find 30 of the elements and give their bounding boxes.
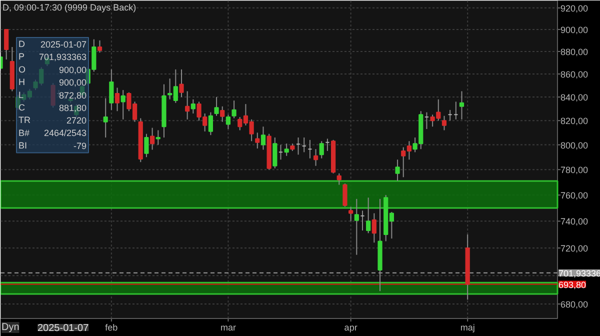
y-tick-label: 780,00: [560, 165, 588, 176]
text: O 900,00: [18, 64, 87, 75]
text: Dyn: [2, 322, 20, 333]
y-tick-label: 860,00: [560, 69, 588, 80]
y-tick-label: 840,00: [560, 92, 588, 103]
x-tick-label: feb: [105, 322, 118, 332]
text: BI -79: [18, 140, 87, 152]
y-tick-label: 820,00: [560, 116, 588, 126]
y-tick-label: 900,00: [560, 24, 588, 35]
text: H 900,00: [18, 77, 87, 88]
ref-line-label: 693,80: [558, 280, 586, 290]
y-tick-label: 740,00: [560, 216, 588, 227]
y-tick-label: 800,00: [560, 140, 588, 150]
y-tick-label: 880,00: [560, 46, 588, 57]
text: P 701,933363: [18, 52, 87, 62]
text: L 872,80: [18, 90, 87, 100]
annotation: 2025-01-07: [40, 40, 87, 50]
text: B# 2464/2543: [18, 128, 87, 138]
x-tick-label: apr: [344, 322, 358, 332]
y-tick-label: 920,00: [560, 3, 588, 14]
text: TR 2720: [18, 115, 87, 126]
y-tick-label: 720,00: [560, 244, 588, 254]
x-tick-label: mar: [220, 322, 236, 332]
text: C 881,80: [18, 102, 87, 113]
text: D: [18, 39, 25, 49]
y-tick-label: 760,00: [560, 190, 588, 201]
text: 2025-01-07: [38, 323, 89, 334]
chart-title: D, 09:00-17:30 (9999 Days Back): [2, 2, 136, 12]
y-tick-label: 680,00: [560, 299, 588, 310]
x-tick-label: maj: [460, 322, 475, 332]
